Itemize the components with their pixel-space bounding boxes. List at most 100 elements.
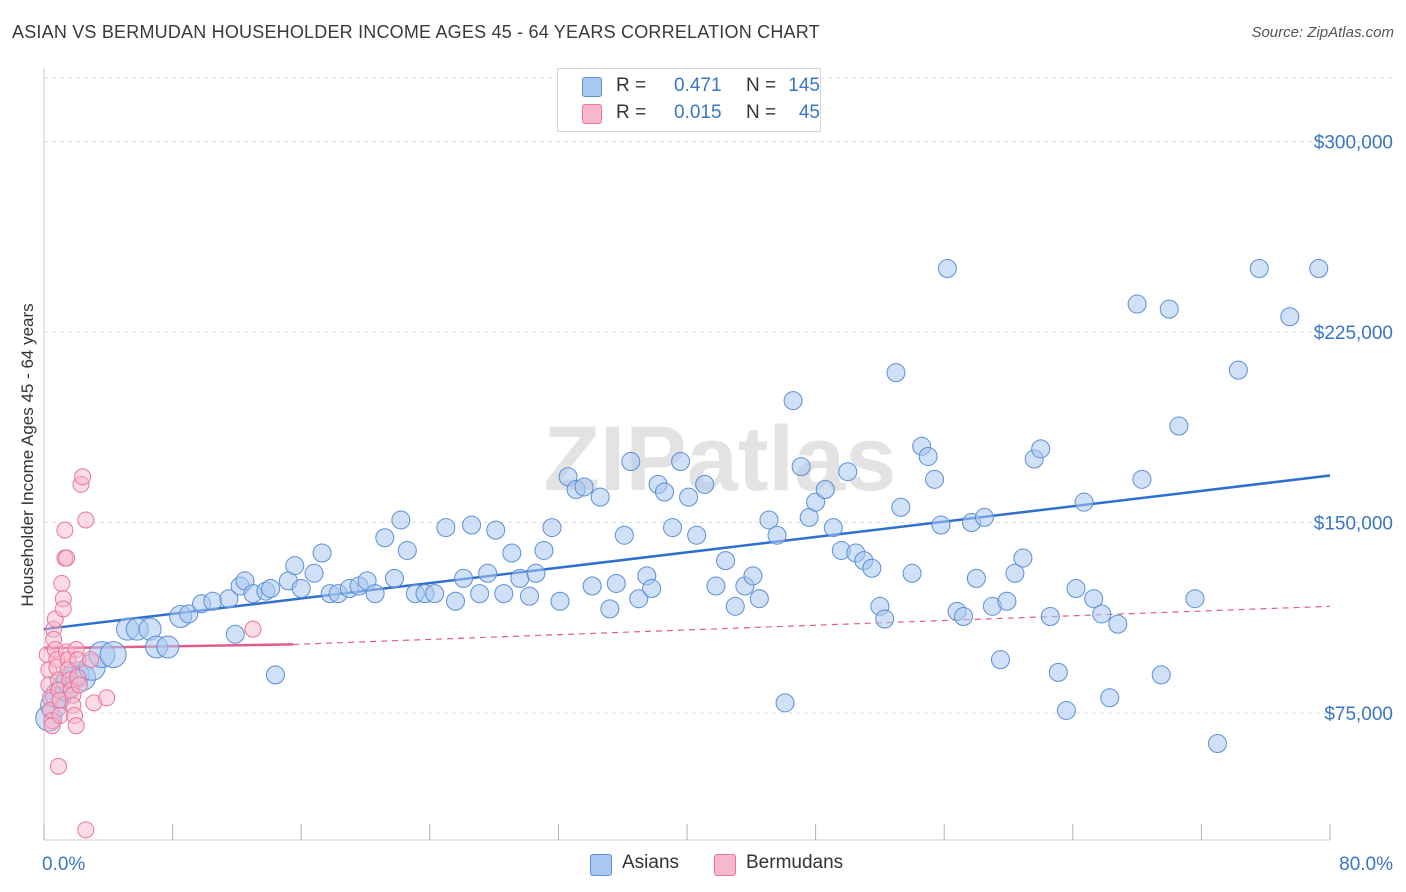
- asians-point: [1048, 662, 1068, 682]
- r-value: 0.015: [674, 102, 722, 123]
- r-label: R =: [616, 102, 647, 123]
- asians-point: [621, 452, 641, 472]
- asians-point: [502, 543, 522, 563]
- asians-point: [918, 446, 938, 466]
- asians-point: [462, 515, 482, 535]
- asians-point: [436, 518, 456, 538]
- asians-point: [425, 584, 445, 604]
- bermudans-swatch: [582, 104, 602, 124]
- asians-point: [974, 507, 994, 527]
- r-label: R =: [616, 75, 647, 96]
- asians-point: [931, 515, 951, 535]
- bermudans-point: [77, 511, 95, 529]
- asians-point: [384, 568, 404, 588]
- asians-point: [1084, 589, 1104, 609]
- asians-point: [600, 599, 620, 619]
- asians-point: [1159, 299, 1179, 319]
- asians-point: [494, 584, 514, 604]
- legend-label: Asians: [622, 852, 680, 873]
- asians-point: [925, 469, 945, 489]
- asians-point: [695, 474, 715, 494]
- asians-point: [990, 650, 1010, 670]
- asians-point: [1228, 360, 1248, 380]
- asians-point: [510, 568, 530, 588]
- bermudans-point: [244, 620, 262, 638]
- asians-point: [663, 518, 683, 538]
- bermudans-point: [98, 689, 116, 707]
- bermudans-point: [54, 600, 72, 618]
- asians-point: [261, 579, 281, 599]
- asians-point: [875, 609, 895, 629]
- asians-point: [1108, 614, 1128, 634]
- asians-point: [815, 479, 835, 499]
- x-tick-label: 0.0%: [42, 854, 85, 875]
- asians-point: [1066, 579, 1086, 599]
- bermudans-point: [53, 574, 71, 592]
- bermudans-point: [58, 549, 76, 567]
- bermudans-point: [56, 521, 74, 539]
- asians-swatch: [590, 854, 612, 876]
- grid-lines: [44, 77, 1395, 714]
- legend-item-bermudans[interactable]: Bermudans: [714, 852, 864, 876]
- asians-point: [1309, 259, 1329, 278]
- asians-point: [1280, 307, 1300, 327]
- asians-point: [1132, 469, 1152, 489]
- n-value: 145: [788, 75, 820, 96]
- bermudans-trend-extension: [293, 605, 1331, 646]
- asians-point: [671, 452, 691, 472]
- asians-point: [375, 528, 395, 548]
- asians-point: [862, 558, 882, 578]
- asians-point: [679, 487, 699, 507]
- legend-item-asians[interactable]: Asians: [590, 852, 700, 876]
- asians-trend-line: [43, 474, 1331, 631]
- asians-point: [614, 525, 634, 545]
- asians-point: [1151, 665, 1171, 685]
- asians-point: [629, 589, 649, 609]
- asians-point: [743, 566, 763, 586]
- n-label: N =: [746, 102, 777, 123]
- y-tick-label: $150,000: [1314, 514, 1393, 535]
- asians-point: [526, 563, 546, 583]
- asians-point: [542, 518, 562, 538]
- asians-point: [265, 665, 285, 685]
- bermudans-point: [67, 717, 85, 735]
- asians-point: [606, 573, 626, 593]
- asians-point: [1013, 548, 1033, 568]
- asians-point: [891, 497, 911, 517]
- asians-point: [806, 492, 826, 512]
- asians-point: [823, 518, 843, 538]
- asians-point: [1092, 604, 1112, 624]
- r-value: 0.471: [674, 75, 722, 96]
- asians-point: [997, 591, 1017, 611]
- bermudans-point: [70, 676, 88, 694]
- asians-point: [486, 520, 506, 540]
- asians-point: [966, 568, 986, 588]
- asians-point: [291, 579, 311, 599]
- asians-point: [953, 606, 973, 626]
- asians-point: [219, 589, 239, 609]
- bermudans-point: [74, 468, 92, 486]
- asians-point: [478, 563, 498, 583]
- asians-point: [886, 363, 906, 383]
- asians-point: [304, 563, 324, 583]
- asians-point: [791, 457, 811, 477]
- asians-point: [156, 635, 180, 659]
- bermudans-point: [49, 757, 67, 775]
- asians-point: [1185, 589, 1205, 609]
- asians-swatch: [582, 77, 602, 97]
- asians-point: [716, 551, 736, 571]
- asians-point: [749, 589, 769, 609]
- asians-point: [574, 477, 594, 497]
- asians-point: [1249, 259, 1269, 278]
- asians-point: [1127, 294, 1147, 314]
- asians-point: [550, 591, 570, 611]
- asians-point: [1100, 688, 1120, 708]
- asians-point: [1031, 439, 1051, 459]
- asians-point: [775, 693, 795, 713]
- asians-point: [706, 576, 726, 596]
- asians-point: [937, 259, 957, 278]
- asians-point: [225, 624, 245, 644]
- asians-point: [1056, 700, 1076, 720]
- source-label: Source: ZipAtlas.com: [1251, 24, 1394, 41]
- bermudans-point: [51, 707, 69, 725]
